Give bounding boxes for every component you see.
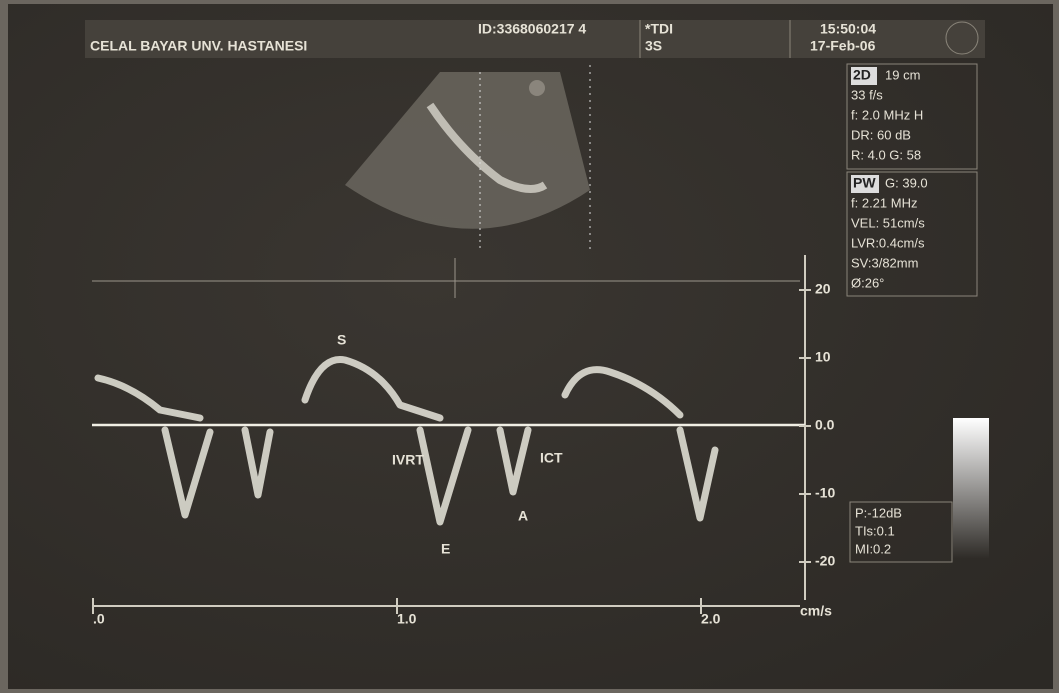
- setting: 33 f/s: [851, 87, 883, 102]
- gray-bar: [953, 418, 989, 558]
- setting: Ø:26°: [851, 275, 884, 290]
- date: 17-Feb-06: [810, 38, 876, 54]
- setting: VEL: 51cm/s: [851, 215, 925, 230]
- probe: 3S: [645, 38, 662, 54]
- annotation: E: [441, 541, 450, 557]
- annotation: A: [518, 508, 528, 524]
- label-2d: 2D: [853, 67, 871, 83]
- setting: G: 39.0: [885, 175, 928, 190]
- tick-label: 20: [815, 281, 831, 297]
- time: 15:50:04: [820, 21, 876, 37]
- setting: SV:3/82mm: [851, 255, 918, 270]
- tick-label: 1.0: [397, 611, 417, 627]
- setting: MI:0.2: [855, 541, 891, 556]
- tick-label: 0.0: [815, 417, 835, 433]
- patient-id: ID:3368060217 4: [478, 21, 586, 37]
- tick-label: .0: [93, 611, 105, 627]
- setting: f: 2.0 MHz H: [851, 107, 923, 122]
- setting: 19 cm: [885, 67, 920, 82]
- setting: DR: 60 dB: [851, 127, 911, 142]
- annotation: ICT: [540, 450, 563, 466]
- setting: R: 4.0 G: 58: [851, 147, 921, 162]
- tick-label: -10: [815, 485, 835, 501]
- setting: LVR:0.4cm/s: [851, 235, 925, 250]
- velocity-unit: cm/s: [800, 603, 832, 619]
- annotation: S: [337, 332, 346, 348]
- setting: TIs:0.1: [855, 523, 895, 538]
- setting: f: 2.21 MHz: [851, 195, 917, 210]
- marker: [529, 80, 545, 96]
- screen: CELAL BAYAR UNV. HASTANESI ID:3368060217…: [0, 0, 1059, 693]
- tick-label: -20: [815, 553, 835, 569]
- annotation: IVRT: [392, 452, 424, 468]
- label-pw: PW: [853, 175, 876, 191]
- tick-label: 2.0: [701, 611, 721, 627]
- setting: P:-12dB: [855, 505, 902, 520]
- tick-label: 10: [815, 349, 831, 365]
- hospital: CELAL BAYAR UNV. HASTANESI: [90, 38, 307, 54]
- mode: *TDI: [645, 21, 673, 37]
